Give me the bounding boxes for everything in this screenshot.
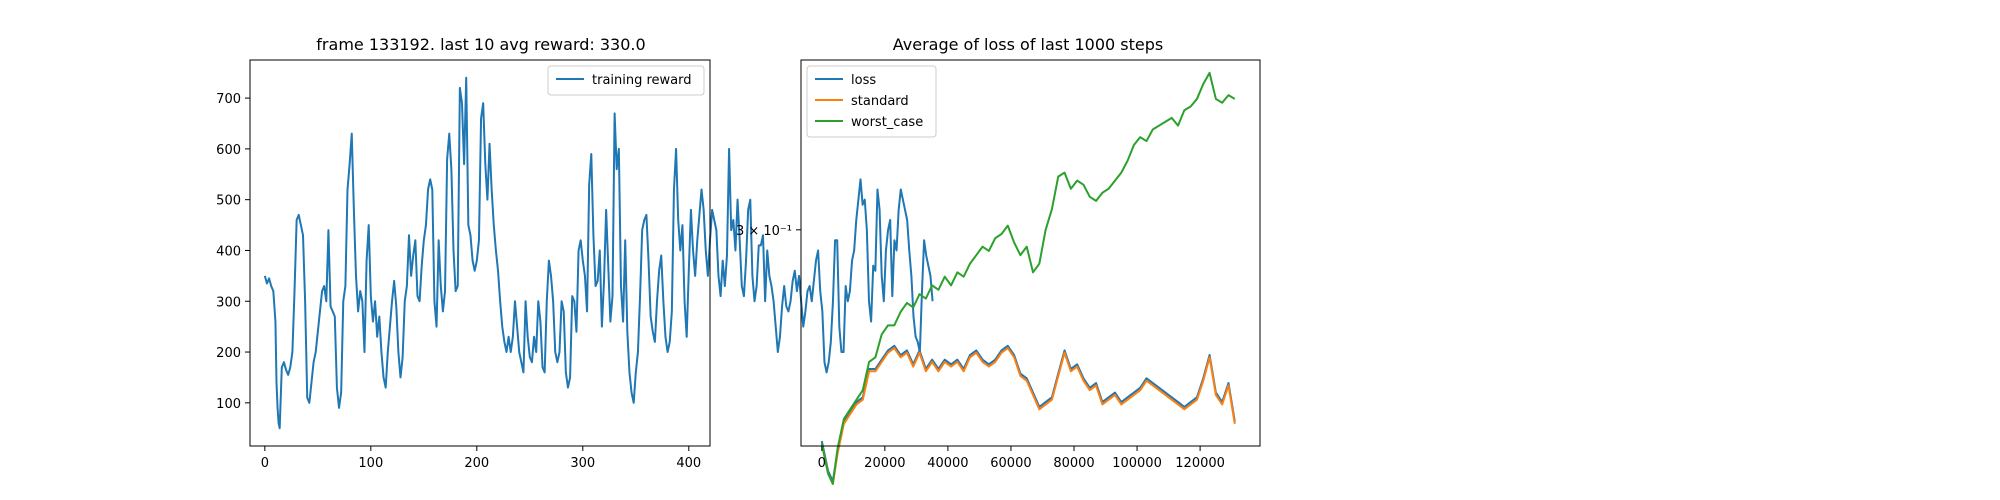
reward-y-tick-label: 500 [216,194,241,209]
loss-x-tick-label: 80000 [1053,456,1094,471]
reward-chart: frame 133192. last 10 avg reward: 330.0 … [216,35,934,471]
reward-y-tick-label: 100 [216,397,241,412]
loss-x-tick-label: 0 [818,456,826,471]
loss-x-tick-label: 60000 [990,456,1031,471]
reward-legend: training reward [547,65,705,96]
loss-series-standard-line [820,347,1236,485]
reward-x-tick-label: 100 [358,456,383,471]
loss-legend: loss standard worst_case [806,65,937,138]
reward-y-tick-label: 300 [216,295,241,310]
loss-series-worst-case-line [820,71,1236,485]
loss-chart: Average of loss of last 1000 steps 0 2000… [736,35,1261,485]
reward-axes-frame [249,59,711,447]
loss-y-tick-label: 3 × 10⁻¹ [736,224,792,239]
loss-chart-title: Average of loss of last 1000 steps [893,35,1164,54]
reward-legend-label-training reward: training reward [592,73,692,88]
reward-series-training reward-line [263,76,934,430]
reward-x-tick-label: 0 [261,456,269,471]
reward-x-tick-label: 300 [570,456,595,471]
loss-x-tick-label: 40000 [927,456,968,471]
loss-x-tick-label: 100000 [1112,456,1162,471]
reward-y-tick-label: 600 [216,143,241,158]
reward-chart-title: frame 133192. last 10 avg reward: 330.0 [316,35,645,54]
reward-x-tick-label: 400 [676,456,701,471]
loss-legend-label-standard: standard [851,94,909,109]
reward-x-tick-label: 200 [464,456,489,471]
reward-y-tick-label: 400 [216,244,241,259]
loss-legend-label-worst-case: worst_case [851,115,923,130]
reward-y-tick-label: 700 [216,92,241,107]
reward-legend-box [547,65,705,96]
loss-legend-box [806,65,937,138]
loss-series-loss-line [820,344,1236,483]
loss-x-tick-label: 20000 [864,456,905,471]
loss-x-tick-label: 120000 [1175,456,1225,471]
loss-legend-label-loss: loss [851,73,876,88]
reward-y-tick-label: 200 [216,346,241,361]
loss-axes-frame [800,59,1261,447]
